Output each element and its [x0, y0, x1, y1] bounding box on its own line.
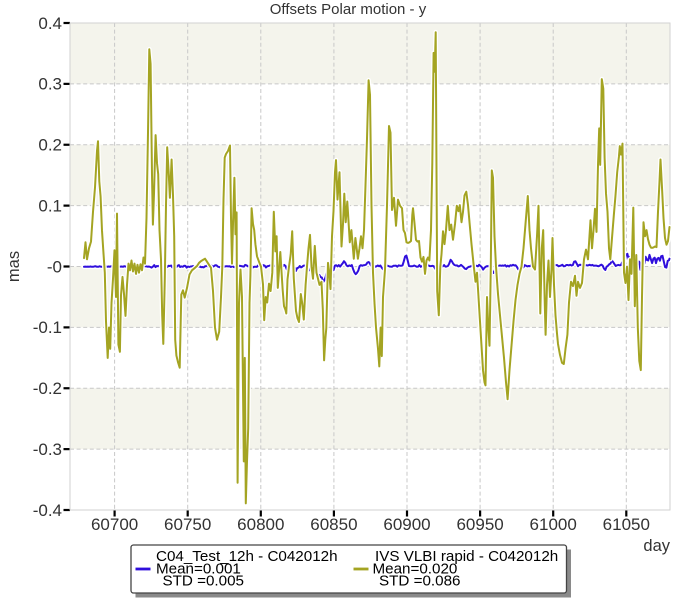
- svg-text:0.1: 0.1: [38, 196, 62, 215]
- svg-text:61000: 61000: [530, 515, 577, 534]
- svg-text:0.4: 0.4: [38, 14, 62, 33]
- svg-text:60850: 60850: [310, 515, 357, 534]
- svg-text:60800: 60800: [237, 515, 284, 534]
- svg-text:60950: 60950: [456, 515, 503, 534]
- svg-text:-0: -0: [47, 257, 62, 276]
- svg-text:STD =0.005: STD =0.005: [163, 573, 244, 590]
- svg-text:0.2: 0.2: [38, 136, 62, 155]
- svg-text:61050: 61050: [603, 515, 650, 534]
- svg-text:Mean=0.020: Mean=0.020: [373, 560, 458, 577]
- svg-text:60900: 60900: [383, 515, 430, 534]
- svg-text:0.3: 0.3: [38, 75, 62, 94]
- svg-text:-0.4: -0.4: [33, 501, 62, 520]
- svg-text:-0.2: -0.2: [33, 379, 62, 398]
- svg-text:-0.3: -0.3: [33, 440, 62, 459]
- svg-text:60700: 60700: [91, 515, 138, 534]
- svg-text:day: day: [643, 537, 670, 555]
- svg-text:IVS VLBI rapid - C042012h: IVS VLBI rapid - C042012h: [375, 548, 558, 565]
- svg-text:mas: mas: [5, 251, 23, 282]
- svg-text:C04_Test_12h - C042012h: C04_Test_12h - C042012h: [156, 548, 338, 565]
- svg-text:Offsets Polar motion - y: Offsets Polar motion - y: [270, 1, 427, 18]
- svg-text:Mean=0.001: Mean=0.001: [156, 560, 241, 577]
- svg-text:60750: 60750: [164, 515, 211, 534]
- svg-text:STD =0.086: STD =0.086: [379, 573, 460, 590]
- svg-text:-0.1: -0.1: [33, 318, 62, 337]
